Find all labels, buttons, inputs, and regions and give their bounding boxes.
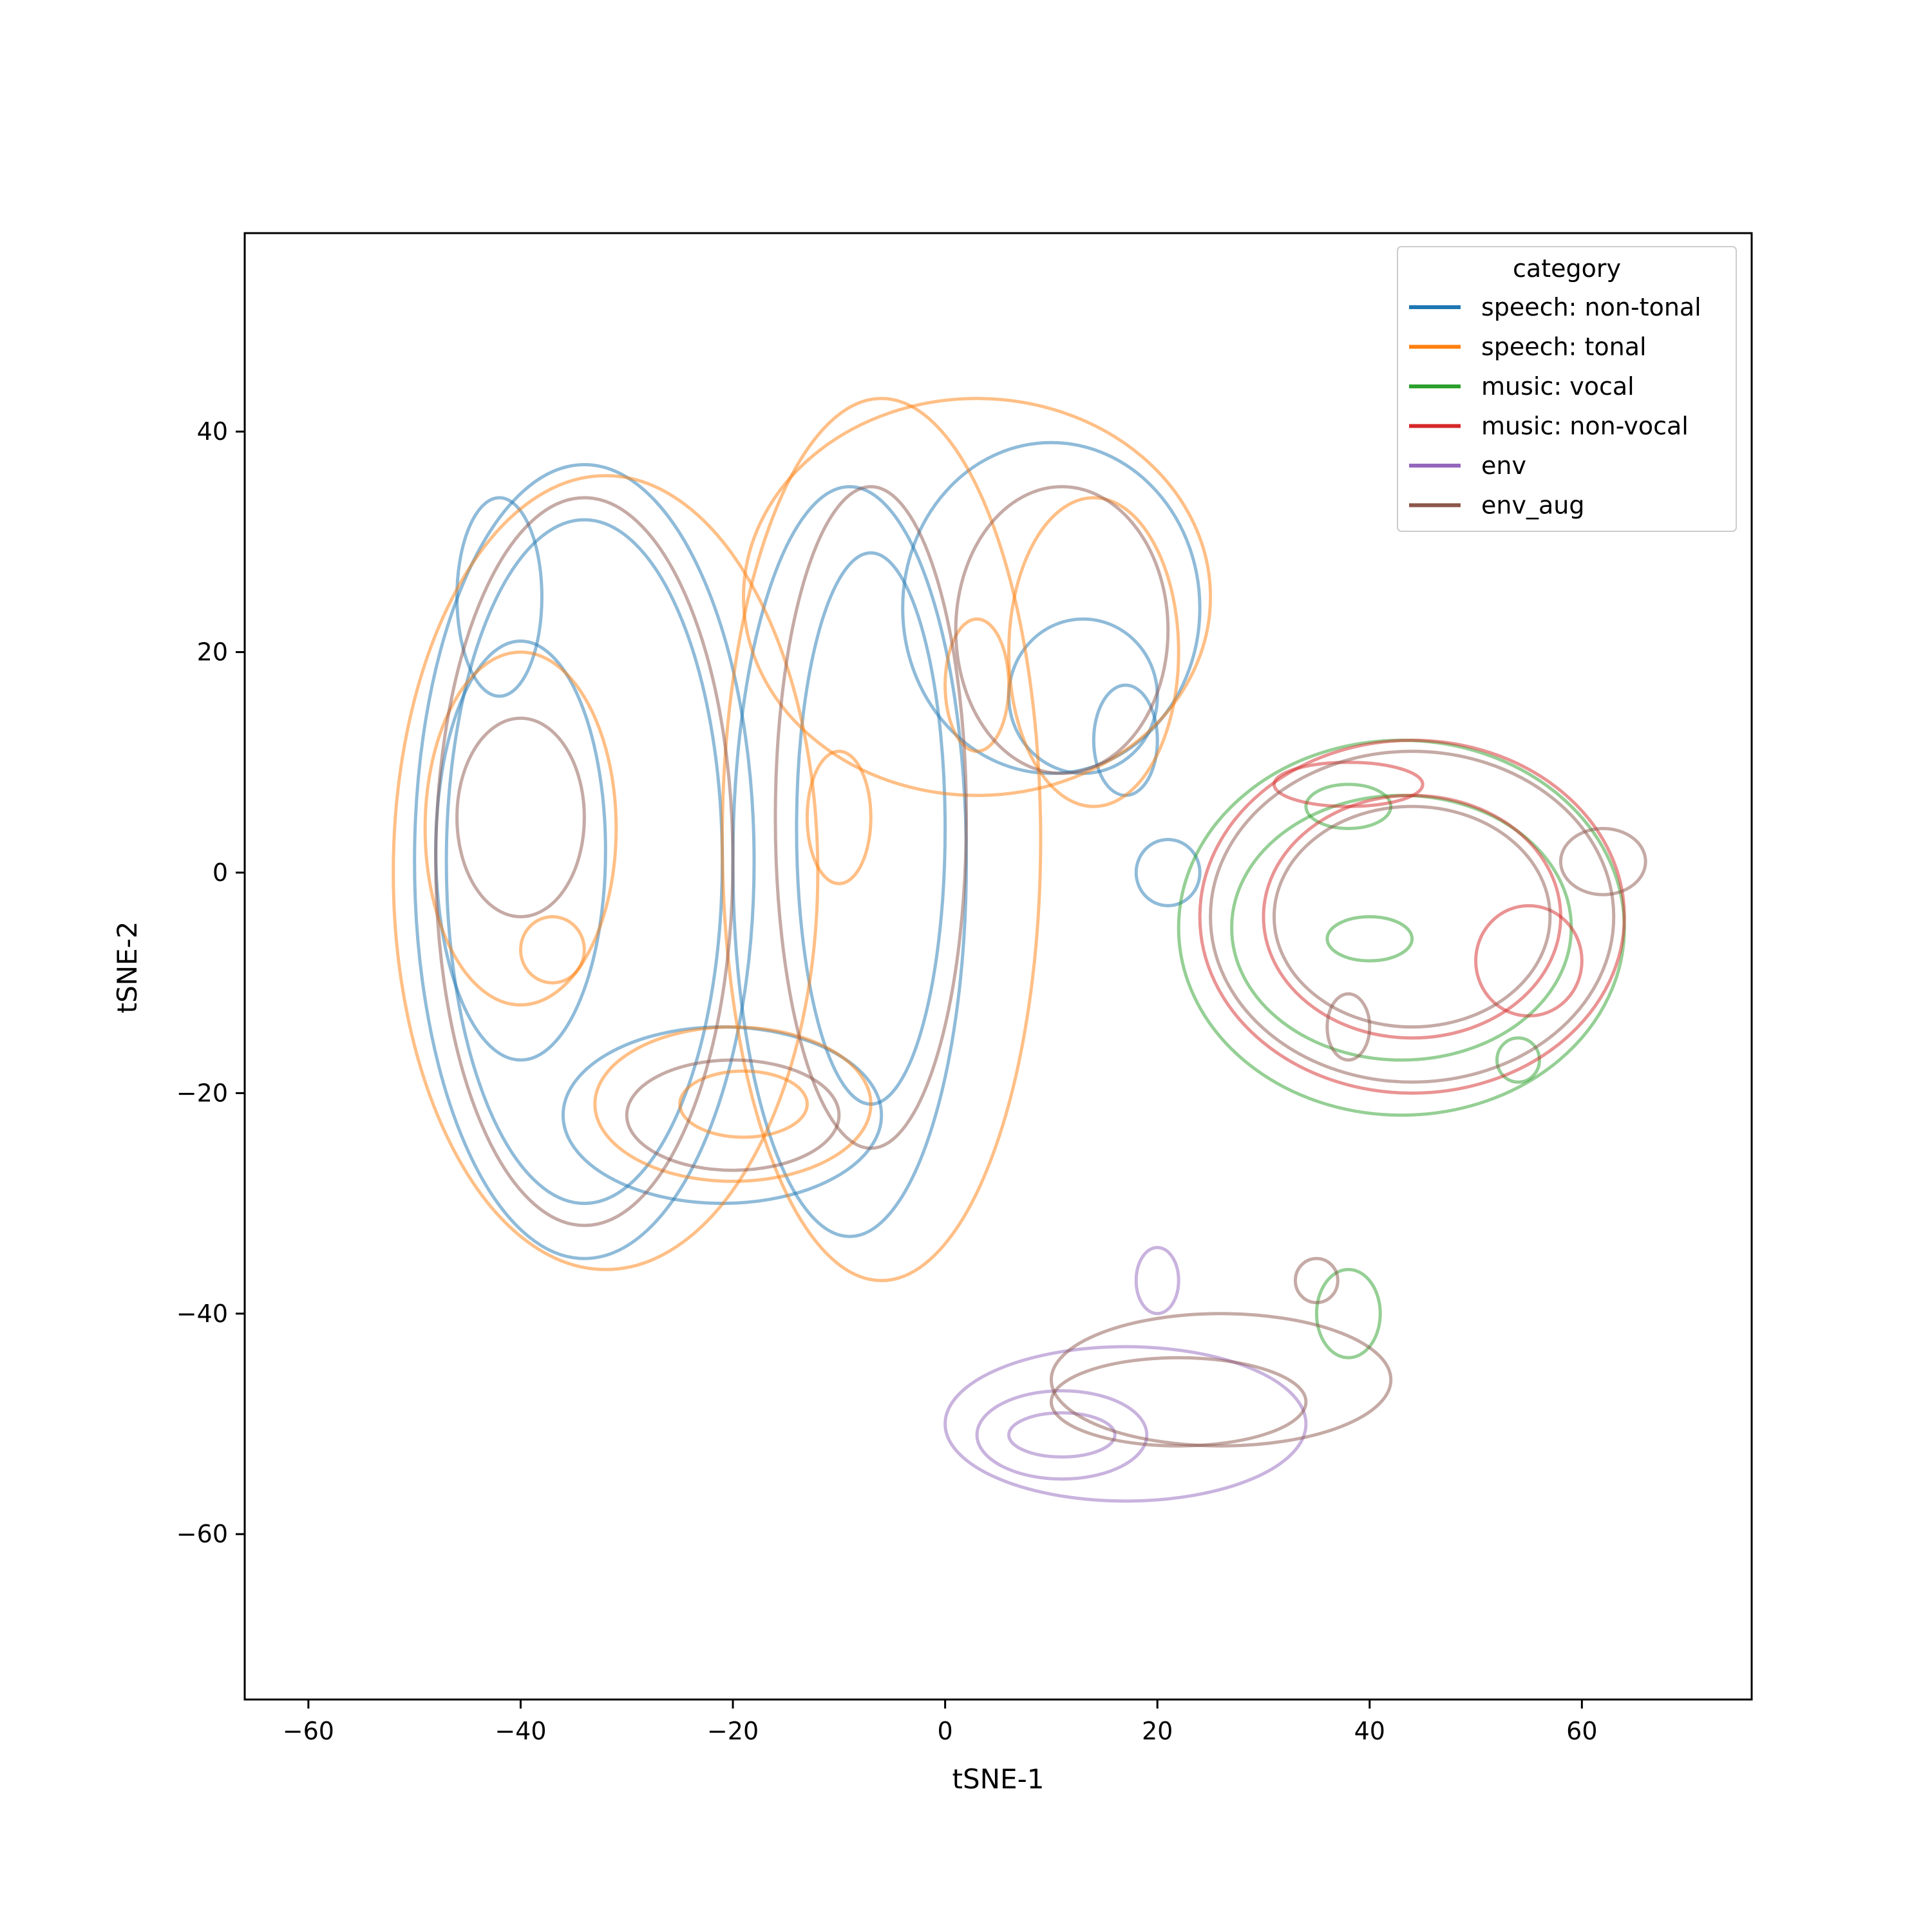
contour-level — [1007, 496, 1180, 808]
series-5 — [434, 485, 1647, 1448]
contour-level — [1049, 1356, 1308, 1448]
contour-level — [773, 485, 969, 1150]
x-axis: −60 −40 −20 0 20 40 60 — [283, 1700, 1598, 1745]
contour-level — [1198, 739, 1626, 1095]
contour-level — [1325, 992, 1372, 1062]
contour-level — [1209, 750, 1616, 1084]
x-tick-label: 0 — [938, 1717, 953, 1745]
legend-label: speech: tonal — [1481, 333, 1647, 361]
legend-label: speech: non-tonal — [1481, 293, 1701, 321]
contour-level — [721, 397, 1043, 1282]
y-tick-label: −60 — [176, 1520, 228, 1548]
legend-title: category — [1513, 254, 1621, 283]
contour-level — [518, 914, 586, 985]
x-tick-label: 60 — [1566, 1717, 1597, 1745]
x-tick-label: −60 — [283, 1717, 334, 1745]
y-axis-title: tSNE-2 — [111, 922, 143, 1014]
series-1 — [392, 397, 1213, 1282]
series-4 — [943, 1245, 1308, 1503]
legend-label: music: vocal — [1481, 372, 1634, 401]
x-tick-label: −40 — [495, 1717, 546, 1745]
legend-box — [1397, 246, 1737, 532]
x-tick-label: 40 — [1354, 1717, 1385, 1745]
y-tick-label: 20 — [197, 638, 228, 667]
contour-level — [1007, 1411, 1117, 1459]
contour-level — [805, 750, 873, 886]
legend-label: env — [1481, 451, 1526, 480]
contour-level — [1049, 1312, 1393, 1448]
legend-label: env_aug — [1481, 491, 1584, 520]
contour-level — [1325, 914, 1414, 963]
contour-level — [392, 474, 820, 1271]
contour-level — [1474, 904, 1584, 1018]
legend-items: speech: non-tonal speech: tonal music: voc… — [1409, 293, 1701, 520]
contour-level — [1558, 826, 1647, 896]
contour-level — [943, 1345, 1308, 1503]
y-tick-label: −20 — [176, 1079, 228, 1107]
contour-layer — [392, 397, 1647, 1503]
contour-level — [434, 496, 735, 1227]
contour-level — [1272, 804, 1552, 1029]
x-tick-label: −20 — [707, 1717, 759, 1745]
plot-frame — [243, 232, 1753, 1701]
contour-level — [1134, 838, 1202, 907]
contour-level — [943, 617, 1010, 753]
contour-level — [625, 1058, 841, 1172]
contour-level — [455, 496, 544, 698]
contour-level — [455, 716, 586, 918]
contour-level — [954, 485, 1170, 775]
contour-level — [678, 1069, 809, 1139]
x-tick-label: 20 — [1142, 1717, 1173, 1745]
legend-label: music: non-vocal — [1481, 412, 1689, 440]
contour-level — [975, 1389, 1149, 1481]
y-tick-label: 40 — [197, 417, 228, 446]
contour-level — [423, 650, 618, 1007]
contour-level — [413, 463, 756, 1260]
contour-level — [1495, 1036, 1541, 1084]
contour-level — [1314, 1267, 1382, 1359]
contour-level — [742, 397, 1213, 797]
y-tick-label: 0 — [213, 858, 228, 887]
y-tick-label: −40 — [176, 1300, 228, 1328]
contour-level — [1293, 1256, 1340, 1305]
x-axis-title: tSNE-1 — [952, 1763, 1045, 1795]
contour-level — [1272, 761, 1425, 808]
y-axis: −60 −40 −20 0 20 40 — [176, 417, 245, 1548]
legend: category speech: non-tonal speech: tonal m… — [1397, 246, 1737, 532]
contour-level — [1134, 1245, 1180, 1316]
series-3 — [1198, 739, 1626, 1095]
contour-level — [593, 1025, 873, 1183]
